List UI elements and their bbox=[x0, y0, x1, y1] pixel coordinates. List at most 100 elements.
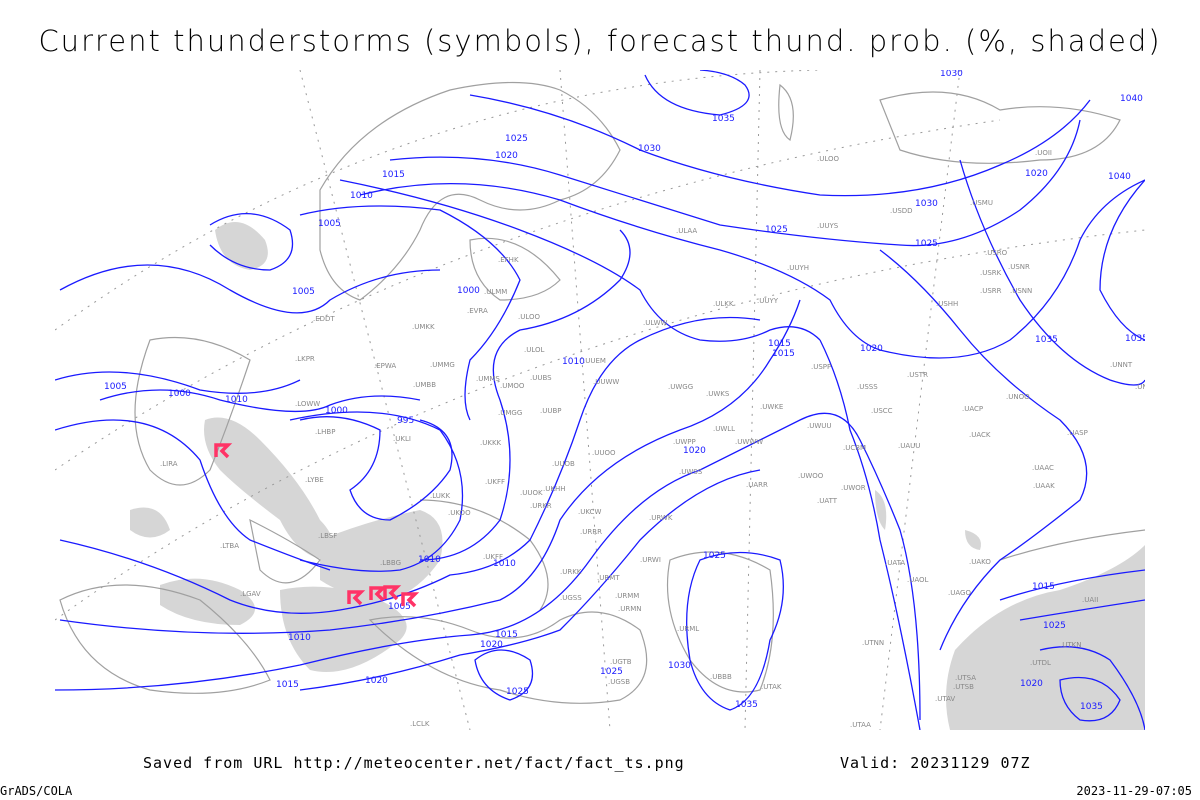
station-label: .LGAV bbox=[240, 590, 261, 598]
station-label: .URMM bbox=[615, 592, 639, 600]
station-label: .UWSS bbox=[679, 468, 703, 476]
isobar-label: 1035 bbox=[712, 114, 735, 124]
station-label: .UMMS bbox=[476, 375, 500, 383]
isobars bbox=[55, 70, 1145, 730]
isobar-label: 1040 bbox=[1108, 172, 1131, 182]
station-label: .UKLI bbox=[393, 435, 411, 443]
station-label: .LIRA bbox=[160, 460, 178, 468]
station-label: .UMMG bbox=[430, 361, 455, 369]
station-label: .UKKK bbox=[480, 439, 502, 447]
station-label: .URML bbox=[677, 625, 699, 633]
station-label: .ULKK bbox=[713, 300, 734, 308]
isobar-label: 1025 bbox=[1043, 621, 1066, 631]
isobar-label: 1030 bbox=[668, 661, 691, 671]
station-label: .UUOB bbox=[552, 460, 575, 468]
station-label: .UAOL bbox=[907, 576, 929, 584]
station-label: .URMT bbox=[597, 574, 620, 582]
isobar-label: 1010 bbox=[350, 191, 373, 201]
station-label: .UACK bbox=[969, 431, 991, 439]
station-label: .UWWW bbox=[735, 438, 763, 446]
isobar-label: 1025 bbox=[703, 551, 726, 561]
isobar-label: 1015 bbox=[768, 339, 791, 349]
isobar-label: 1020 bbox=[365, 676, 388, 686]
station-label: .UMGG bbox=[498, 409, 522, 417]
station-label: .USNN bbox=[1010, 287, 1032, 295]
station-label: .UTAK bbox=[761, 683, 782, 691]
thunderstorm-icon bbox=[214, 443, 233, 459]
isobar-label: 1025 bbox=[505, 134, 528, 144]
graticule bbox=[55, 70, 1145, 730]
isobar-label: 1035 bbox=[1125, 334, 1148, 344]
station-label: .UTAV bbox=[935, 695, 955, 703]
station-label: .UAII bbox=[1082, 596, 1098, 604]
isobar-label: 1005 bbox=[104, 382, 127, 392]
station-label: .UMOO bbox=[500, 382, 525, 390]
thunderstorm-probability-shading bbox=[130, 222, 1145, 730]
station-label: .ULOL bbox=[524, 346, 545, 354]
isobar-label: 995 bbox=[397, 416, 414, 426]
isobar-label: 1035 bbox=[735, 700, 758, 710]
station-label: .EVRA bbox=[467, 307, 488, 315]
station-label: .UWKE bbox=[760, 403, 783, 411]
station-label: .UKFF bbox=[483, 553, 503, 561]
station-label: .UCBM bbox=[843, 444, 866, 452]
station-label: .UWKS bbox=[706, 390, 730, 398]
station-label: .UNOO bbox=[1006, 393, 1030, 401]
station-label: .UTSB bbox=[953, 683, 974, 691]
station-label: .LOWW bbox=[295, 400, 320, 408]
station-label: .USRO bbox=[985, 249, 1008, 257]
station-label: .UWPP bbox=[673, 438, 696, 446]
station-label: .UWUU bbox=[807, 422, 832, 430]
station-label: .UACP bbox=[962, 405, 983, 413]
isobar-label: 1015 bbox=[1032, 582, 1055, 592]
station-label: .USRK bbox=[980, 269, 1002, 277]
isobar-label: 1030 bbox=[638, 144, 661, 154]
isobar-label: 1015 bbox=[382, 170, 405, 180]
isobar-label: 1020 bbox=[480, 640, 503, 650]
isobar-label: 1005 bbox=[318, 219, 341, 229]
station-label: .UAGO bbox=[948, 589, 971, 597]
station-label: .USCC bbox=[871, 407, 893, 415]
station-label: .UAAC bbox=[1032, 464, 1054, 472]
station-label: .ULOO bbox=[817, 155, 840, 163]
station-label: .EFHK bbox=[498, 256, 519, 264]
station-label: .UAAK bbox=[1033, 482, 1055, 490]
isobar-label: 1015 bbox=[772, 349, 795, 359]
isobar-label: 1020 bbox=[1025, 169, 1048, 179]
station-label: .LBSF bbox=[318, 532, 337, 540]
isobar-label: 1010 bbox=[493, 559, 516, 569]
station-label: .UASP bbox=[1067, 429, 1088, 437]
isobar-label: 1010 bbox=[562, 357, 585, 367]
station-label: .LCLK bbox=[410, 720, 430, 728]
thunderstorm-icon bbox=[347, 590, 366, 606]
station-label: .URKR bbox=[530, 502, 552, 510]
thunderstorm-icon bbox=[383, 585, 402, 601]
station-label: .USDD bbox=[890, 207, 913, 215]
station-label: .UUBP bbox=[540, 407, 562, 415]
station-label: .LBBG bbox=[380, 559, 401, 567]
station-label: .ULMM bbox=[484, 288, 507, 296]
station-label: .UUOK bbox=[520, 489, 543, 497]
isobar-labels: 1030 1035 1040 1025 1020 1030 1015 1010 1005 1005… bbox=[104, 70, 1148, 712]
isobar-label: 1025 bbox=[765, 225, 788, 235]
station-label: .UWOO bbox=[798, 472, 824, 480]
isobar-label: 1015 bbox=[495, 630, 518, 640]
isobar-label: 1025 bbox=[600, 667, 623, 677]
station-label: .USPP bbox=[811, 363, 831, 371]
station-label: .UGSB bbox=[608, 678, 630, 686]
isobar-label: 1000 bbox=[325, 406, 348, 416]
station-label: .UKCW bbox=[578, 508, 601, 516]
station-label: .UATT bbox=[817, 497, 838, 505]
credit: GrADS/COLA bbox=[0, 784, 73, 798]
station-label: .USTR bbox=[907, 371, 928, 379]
map-title: Current thunderstorms (symbols), forecas… bbox=[38, 24, 1162, 58]
isobar-label: 1035 bbox=[1035, 335, 1058, 345]
isobar-label: 1025 bbox=[506, 687, 529, 697]
station-label: .UKOO bbox=[448, 509, 471, 517]
station-label: .LHBP bbox=[315, 428, 335, 436]
station-label: .ULOO bbox=[518, 313, 541, 321]
station-label: .URWK bbox=[649, 514, 673, 522]
isobar-label: 1025 bbox=[915, 239, 938, 249]
station-label: .LKPR bbox=[295, 355, 315, 363]
